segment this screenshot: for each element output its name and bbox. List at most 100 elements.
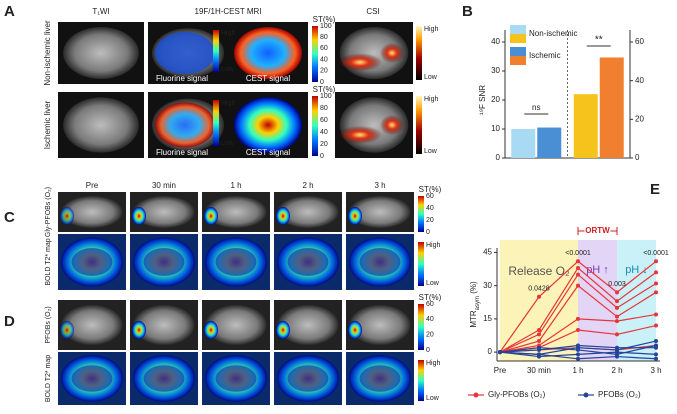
legend-label: PFOBs (O₂) <box>598 390 641 399</box>
colorbar-tick: 60 <box>426 301 434 308</box>
colorbar-high: High <box>221 30 236 37</box>
point <box>537 352 541 357</box>
legend-label: Ischemic <box>529 51 561 60</box>
colorbar <box>418 196 424 232</box>
anatomy <box>63 97 139 153</box>
colorbar-tick: 60 <box>320 117 328 124</box>
colorbar <box>312 96 318 156</box>
y2-tick-label: 0 <box>635 153 640 162</box>
x-tick-label: 30 min <box>527 366 551 375</box>
colorbar-tick: 20 <box>320 68 328 75</box>
point <box>576 343 580 348</box>
image-label: CEST signal <box>246 74 291 83</box>
p-value: <0.0001 <box>643 250 669 257</box>
panel-label: C <box>4 209 15 226</box>
colorbar-title: ST(%) <box>313 85 336 94</box>
colorbar <box>213 100 219 146</box>
anatomy <box>277 305 339 345</box>
point <box>654 259 658 264</box>
bold-map <box>215 248 257 276</box>
anatomy <box>205 196 267 228</box>
cest-signal <box>60 207 74 225</box>
y-tick-label: 45 <box>483 248 492 257</box>
anatomy <box>133 196 195 228</box>
panel-label: D <box>4 313 15 330</box>
point <box>615 350 619 355</box>
legend-dot <box>583 392 589 398</box>
y-axis-label-unit: (%) <box>469 281 478 296</box>
y2-tick-label: 40 <box>635 76 644 85</box>
colorbar-tick: 40 <box>426 316 434 323</box>
point <box>576 327 580 332</box>
legend-label: Gly-PFOBs (O₂) <box>488 390 546 399</box>
panel-label: E <box>650 181 660 198</box>
colorbar-tick: 100 <box>320 23 332 30</box>
colorbar-tick: 20 <box>320 141 328 148</box>
y-axis-label-sub: asym <box>475 296 481 310</box>
anatomy <box>133 305 195 345</box>
p-value: 0.003 <box>608 281 626 288</box>
bold-map <box>359 248 401 276</box>
point <box>654 356 658 361</box>
row-label: ¹⁹F SNR <box>478 85 487 115</box>
point <box>615 332 619 337</box>
colorbar-tick: 60 <box>320 45 328 52</box>
y-axis-label: MTRasym (%) <box>469 281 480 328</box>
annotation: ns <box>532 103 540 112</box>
colorbar-title: ST(%) <box>313 15 336 24</box>
point <box>615 290 619 295</box>
colorbar <box>213 30 219 72</box>
colorbar-low: Low <box>424 148 438 155</box>
annotation: ** <box>595 35 603 46</box>
bar <box>599 57 624 158</box>
cest-signal <box>60 321 74 339</box>
fluorine-overlay <box>155 102 215 148</box>
column-title: 19F/1H-CEST MRI <box>195 7 262 16</box>
legend-swatch <box>510 34 526 43</box>
point <box>654 352 658 357</box>
bold-map <box>143 365 185 392</box>
row-label: Ischemic liver <box>43 100 52 149</box>
cest-signal <box>132 207 146 225</box>
cest-signal <box>204 207 218 225</box>
fluorine-overlay <box>155 31 215 75</box>
y-tick-label: 0 <box>488 347 493 356</box>
colorbar <box>418 304 424 350</box>
point <box>537 347 541 352</box>
anatomy <box>349 305 411 345</box>
bold-map <box>143 248 185 276</box>
cest-signal <box>348 207 362 225</box>
column-title: Pre <box>86 181 99 190</box>
colorbar <box>416 96 422 154</box>
point <box>615 299 619 304</box>
point <box>615 305 619 310</box>
point <box>498 350 502 355</box>
x-tick-label: 1 h <box>572 366 583 375</box>
row-label: BOLD T2* map <box>45 355 52 402</box>
colorbar-tick: 40 <box>320 56 328 63</box>
anatomy <box>205 305 267 345</box>
x-tick-label: 2 h <box>611 366 622 375</box>
legend-swatch <box>510 47 526 56</box>
point <box>615 314 619 319</box>
anatomy <box>61 305 123 345</box>
colorbar-high: High <box>424 26 439 33</box>
row-label: Gly-PFOBs (O₂) <box>45 187 52 237</box>
point <box>576 265 580 270</box>
colorbar-low: Low <box>424 74 438 81</box>
point <box>615 354 619 359</box>
colorbar-tick: 40 <box>426 205 434 212</box>
cest-map <box>234 26 302 80</box>
column-title: 3 h <box>374 181 385 190</box>
anatomy <box>61 196 123 228</box>
point <box>576 283 580 288</box>
anatomy <box>349 196 411 228</box>
colorbar-tick: 0 <box>320 153 324 160</box>
legend-swatch <box>510 25 526 34</box>
p-value: 0.0428 <box>528 286 550 293</box>
anatomy <box>63 26 139 80</box>
y-tick-label: 40 <box>491 37 500 46</box>
bar <box>511 129 536 158</box>
x-tick-label: Pre <box>494 366 507 375</box>
